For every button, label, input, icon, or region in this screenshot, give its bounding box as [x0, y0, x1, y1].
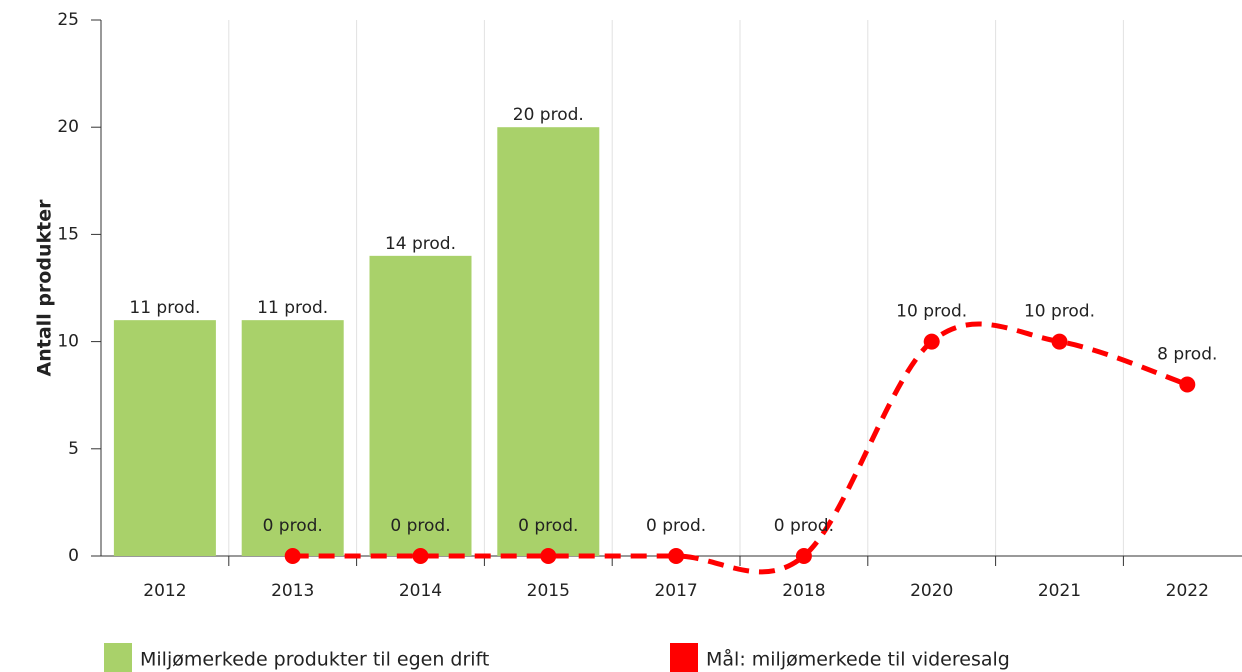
- x-tick-label: 2012: [143, 581, 186, 601]
- point-label: 10 prod.: [1024, 302, 1095, 322]
- point-label: 0 prod.: [518, 516, 578, 536]
- x-tick-label: 2015: [527, 581, 570, 601]
- bar-label: 11 prod.: [257, 298, 328, 318]
- x-tick-label: 2022: [1166, 581, 1209, 601]
- bar: [497, 127, 600, 556]
- bar: [113, 320, 216, 556]
- line-point: [540, 548, 557, 564]
- x-tick-label: 2014: [399, 581, 442, 601]
- bar: [369, 255, 472, 556]
- x-tick-label: 2017: [654, 581, 697, 601]
- y-tick-label: 20: [57, 117, 79, 137]
- line: [292, 321, 1189, 575]
- line-point: [412, 548, 429, 564]
- legend-swatch: [670, 643, 698, 672]
- line-point: [1179, 376, 1196, 393]
- bar-label: 11 prod.: [129, 298, 200, 318]
- point-label: 0 prod.: [774, 516, 834, 536]
- line-point: [923, 333, 940, 350]
- y-tick-label: 25: [57, 10, 79, 30]
- x-tick-label: 2013: [271, 581, 314, 601]
- y-tick-label: 15: [57, 224, 79, 244]
- line-point: [795, 548, 812, 564]
- legend-label: Mål: miljømerkede til videresalg: [706, 648, 1010, 671]
- x-tick-label: 2021: [1038, 581, 1081, 601]
- y-tick-label: 5: [68, 439, 79, 459]
- line-point: [668, 548, 685, 564]
- y-tick-label: 0: [68, 546, 79, 566]
- point-label: 0 prod.: [390, 516, 450, 536]
- point-label: 10 prod.: [896, 302, 967, 322]
- x-tick-label: 2020: [910, 581, 953, 601]
- line-point: [1051, 333, 1068, 350]
- legend-swatch: [104, 643, 132, 672]
- bar-label: 20 prod.: [513, 105, 584, 125]
- line-point: [284, 548, 301, 564]
- bar: [241, 320, 344, 556]
- point-label: 0 prod.: [646, 516, 706, 536]
- y-tick-label: 10: [57, 332, 79, 352]
- bar-label: 14 prod.: [385, 234, 456, 254]
- legend-label: Miljømerkede produkter til egen drift: [140, 649, 489, 671]
- point-label: 0 prod.: [263, 516, 323, 536]
- y-axis-title: Antall produkter: [34, 199, 56, 377]
- x-tick-label: 2018: [782, 581, 825, 601]
- point-label: 8 prod.: [1157, 344, 1217, 364]
